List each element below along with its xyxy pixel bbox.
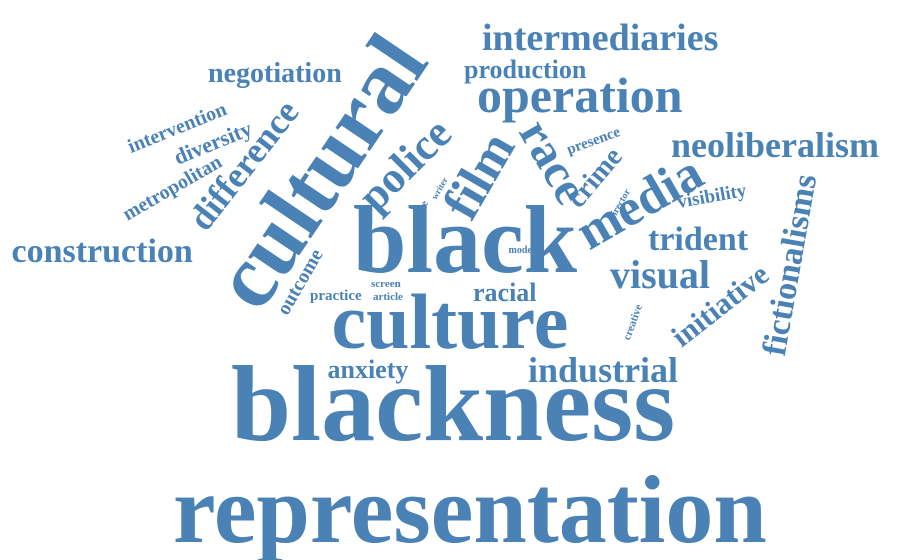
word-mode: mode	[508, 245, 532, 256]
word-screen: screen	[371, 277, 401, 290]
word-black: black	[353, 186, 578, 293]
word-operation: operation	[477, 67, 683, 123]
word-blackness: blackness	[231, 345, 676, 464]
word-culture: culture	[331, 278, 569, 365]
word-visual: visual	[610, 252, 711, 297]
word-practice: practice	[310, 287, 362, 304]
word-construction: construction	[11, 233, 193, 270]
word-production: production	[464, 55, 587, 84]
word-racial: racial	[473, 278, 537, 307]
word-industrial: industrial	[528, 350, 679, 390]
word-trident: trident	[648, 221, 749, 258]
word-representation: representation	[173, 456, 767, 560]
word-article: article	[373, 290, 403, 303]
word-creative: creative	[620, 302, 645, 342]
word-anxiety: anxiety	[327, 355, 409, 384]
word-fictionalisms: fictionalisms	[755, 171, 824, 359]
word-negotiation: negotiation	[208, 58, 342, 89]
word-neoliberalism: neoliberalism	[671, 125, 879, 165]
word-intermediaries: intermediaries	[482, 17, 719, 59]
